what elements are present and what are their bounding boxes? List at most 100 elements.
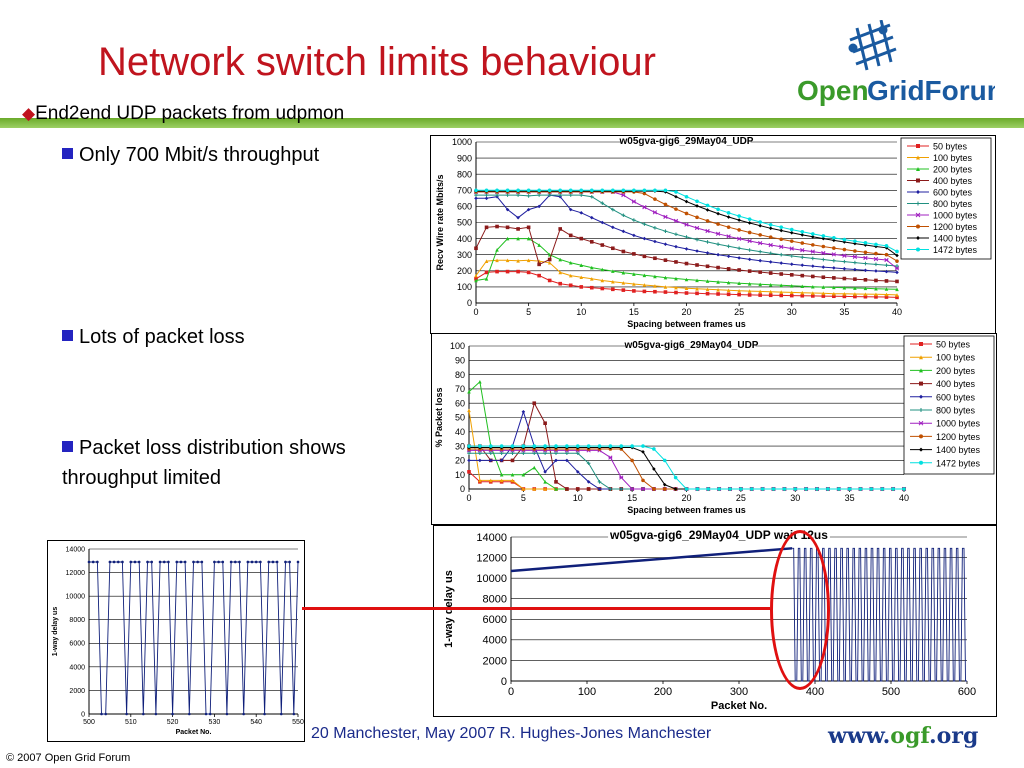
data-point bbox=[789, 254, 794, 258]
y-axis-label: % Packet loss bbox=[434, 387, 444, 447]
data-point bbox=[789, 239, 794, 243]
data-point bbox=[673, 218, 679, 224]
data-point bbox=[495, 224, 499, 229]
data-point bbox=[747, 289, 752, 293]
data-point bbox=[510, 458, 515, 463]
x-tick-label: 300 bbox=[730, 686, 748, 698]
footer-event: 20 Manchester, May 2007 R. Hughes-Jones … bbox=[311, 725, 712, 742]
data-point bbox=[116, 560, 120, 564]
bullet-packet-loss: Lots of packet loss bbox=[62, 322, 245, 352]
data-point bbox=[474, 193, 478, 197]
data-point bbox=[873, 256, 879, 262]
data-point bbox=[495, 188, 499, 193]
x-tick-label: 500 bbox=[83, 719, 95, 726]
y-tick-label: 0 bbox=[81, 711, 85, 718]
data-point bbox=[653, 197, 657, 201]
data-point bbox=[789, 290, 794, 295]
data-point bbox=[200, 560, 204, 564]
data-point bbox=[747, 293, 752, 297]
data-point bbox=[726, 225, 731, 229]
data-point bbox=[467, 408, 471, 413]
square-bullet-icon bbox=[62, 441, 73, 452]
data-point bbox=[789, 293, 794, 298]
x-axis-label: Spacing between frames us bbox=[627, 505, 746, 515]
data-point bbox=[579, 275, 584, 280]
data-point bbox=[537, 204, 541, 209]
data-point bbox=[853, 277, 857, 281]
data-point bbox=[758, 249, 762, 254]
y-tick-label: 50 bbox=[455, 413, 465, 423]
data-point bbox=[495, 193, 499, 197]
data-point bbox=[768, 293, 773, 298]
data-point bbox=[630, 444, 634, 448]
data-point bbox=[789, 283, 794, 288]
data-point bbox=[895, 293, 899, 297]
legend-label: 1472 bytes bbox=[933, 245, 978, 255]
data-point bbox=[478, 379, 482, 384]
x-tick-label: 10 bbox=[576, 307, 586, 317]
data-point bbox=[183, 560, 187, 564]
data-point bbox=[821, 257, 826, 262]
data-point bbox=[642, 188, 647, 193]
data-point bbox=[863, 286, 868, 291]
data-point bbox=[467, 470, 471, 474]
data-point bbox=[853, 292, 857, 296]
legend-marker bbox=[916, 247, 920, 252]
data-point bbox=[768, 260, 773, 264]
data-point bbox=[547, 188, 552, 193]
y-tick-label: 900 bbox=[457, 153, 472, 163]
y-tick-label: 8000 bbox=[483, 594, 507, 606]
data-point bbox=[505, 236, 510, 241]
x-tick-label: 35 bbox=[839, 307, 849, 317]
data-point bbox=[811, 284, 815, 289]
y-tick-label: 8000 bbox=[69, 617, 85, 624]
data-point bbox=[884, 295, 889, 299]
data-point bbox=[629, 486, 635, 492]
data-point bbox=[716, 252, 720, 257]
data-point bbox=[747, 257, 752, 262]
legend-label: 600 bytes bbox=[936, 392, 976, 402]
legend-marker bbox=[916, 178, 920, 183]
data-point bbox=[579, 263, 584, 267]
data-point bbox=[568, 283, 573, 288]
data-point bbox=[768, 235, 773, 239]
data-point bbox=[586, 487, 591, 491]
y-tick-label: 4000 bbox=[483, 635, 507, 647]
data-point bbox=[608, 455, 613, 460]
data-point bbox=[510, 444, 515, 448]
data-point bbox=[653, 284, 657, 288]
data-point bbox=[684, 235, 689, 239]
data-point bbox=[600, 201, 605, 205]
data-point bbox=[229, 560, 233, 564]
data-point bbox=[726, 234, 731, 239]
data-point bbox=[874, 286, 878, 291]
x-axis-label: Packet No. bbox=[711, 700, 767, 712]
data-point bbox=[804, 487, 808, 491]
bullet-text: Only 700 Mbit/s throughput bbox=[79, 144, 320, 166]
data-point bbox=[674, 285, 678, 290]
data-point bbox=[600, 286, 605, 291]
data-point bbox=[554, 444, 558, 448]
y-tick-label: 90 bbox=[455, 355, 465, 365]
x-tick-label: 15 bbox=[629, 307, 639, 317]
data-point bbox=[811, 291, 815, 295]
data-point bbox=[662, 458, 667, 463]
data-point bbox=[611, 287, 615, 292]
data-point bbox=[716, 211, 720, 216]
data-point bbox=[695, 487, 700, 491]
bullet-main: ◆End2end UDP packets from udpmon bbox=[22, 103, 344, 125]
data-point bbox=[663, 214, 668, 220]
data-point bbox=[484, 277, 489, 281]
y-tick-label: 12000 bbox=[66, 570, 86, 577]
y-tick-label: 40 bbox=[455, 427, 465, 437]
y-tick-label: 300 bbox=[457, 250, 472, 260]
y-tick-label: 0 bbox=[460, 484, 465, 494]
data-point bbox=[842, 266, 847, 271]
data-point bbox=[611, 279, 615, 284]
data-point bbox=[895, 259, 899, 263]
data-point bbox=[779, 290, 784, 294]
legend-label: 200 bytes bbox=[936, 366, 976, 376]
data-point bbox=[653, 239, 657, 244]
data-point bbox=[663, 229, 668, 233]
data-point bbox=[874, 242, 878, 247]
